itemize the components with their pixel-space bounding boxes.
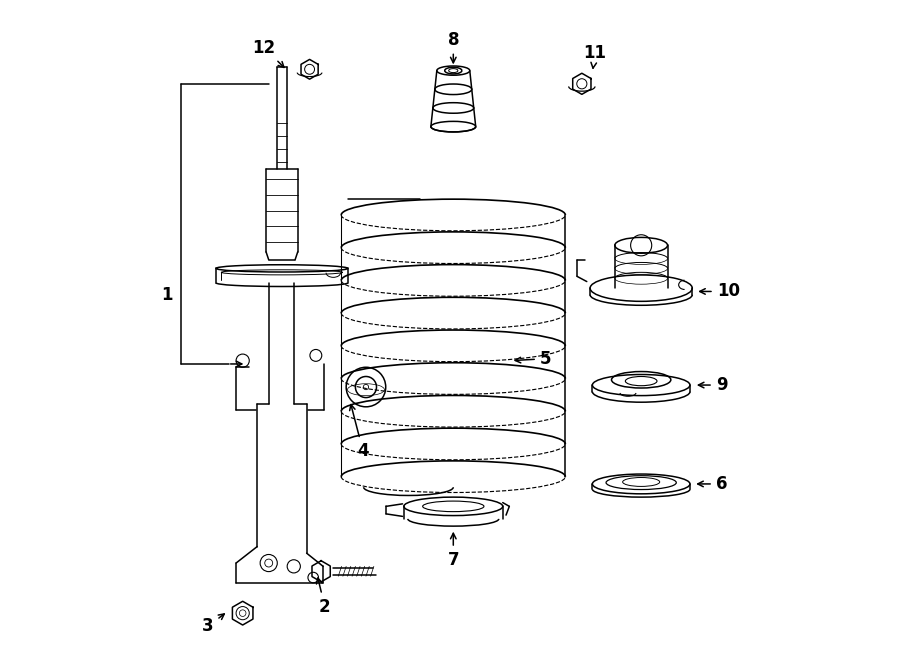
Text: 12: 12 xyxy=(253,38,284,68)
Text: 10: 10 xyxy=(699,283,740,301)
Text: 7: 7 xyxy=(447,534,459,569)
Text: 4: 4 xyxy=(349,404,369,460)
Text: 5: 5 xyxy=(515,350,552,367)
Text: 8: 8 xyxy=(447,30,459,63)
Text: 9: 9 xyxy=(698,376,727,394)
Text: 3: 3 xyxy=(202,614,224,636)
Text: 6: 6 xyxy=(698,475,727,493)
Text: 1: 1 xyxy=(161,286,172,304)
Text: 2: 2 xyxy=(317,578,330,616)
Text: 11: 11 xyxy=(583,44,607,68)
